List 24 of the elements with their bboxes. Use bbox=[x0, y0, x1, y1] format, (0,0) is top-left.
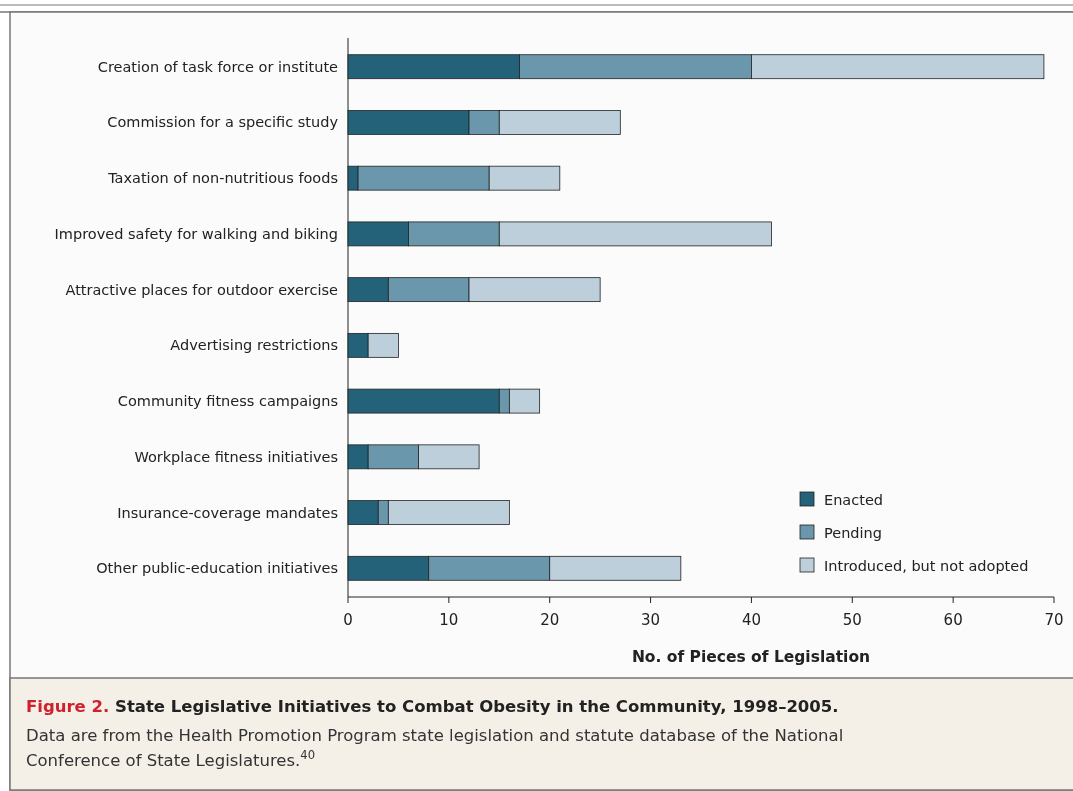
x-tick-label: 50 bbox=[842, 611, 862, 629]
text: Data are from the Health Promotion Program state legislation and statute database of the National Conference of State Legislatures.$^{40}$ bbox=[26, 726, 844, 770]
y-tick-label: Taxation of non-nutritious foods bbox=[107, 170, 338, 187]
y-tick-label: Community fitness campaigns bbox=[117, 393, 338, 410]
text: Figure 2. State Legislative Initiatives to Combat Obesity in the Community, 1998–2005. bbox=[26, 697, 839, 716]
y-tick-label: Attractive places for outdoor exercise bbox=[65, 281, 339, 298]
x-tick-label: 0 bbox=[343, 611, 353, 629]
legend-label: Pending bbox=[824, 525, 882, 541]
x-tick-label: 20 bbox=[540, 611, 560, 629]
x-tick-label: 60 bbox=[943, 611, 963, 629]
x-tick-label: 70 bbox=[1044, 611, 1064, 629]
y-tick-label: Advertising restrictions bbox=[170, 337, 338, 354]
x-tick-label: 40 bbox=[741, 611, 761, 629]
y-tick-label: Other public-education initiatives bbox=[96, 560, 338, 577]
legend-label: Enacted bbox=[824, 492, 884, 508]
legend-label: Introduced, but not adopted bbox=[824, 558, 1029, 574]
x-tick-label: 10 bbox=[439, 611, 459, 629]
y-tick-label: Insurance-coverage mandates bbox=[117, 504, 338, 521]
x-axis-title: No. of Pieces of Legislation bbox=[631, 648, 871, 666]
y-tick-label: Creation of task force or institute bbox=[97, 58, 339, 75]
y-tick-label: Improved safety for walking and biking bbox=[54, 225, 338, 242]
x-tick-label: 30 bbox=[641, 611, 661, 629]
y-tick-label: Commission for a specific study bbox=[107, 114, 339, 131]
y-tick-label: Workplace fitness initiatives bbox=[134, 448, 338, 465]
